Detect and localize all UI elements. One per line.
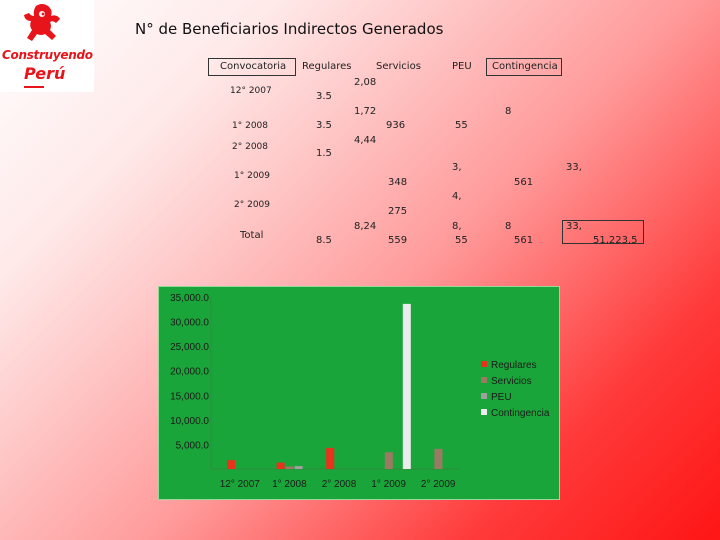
cell-servicios: 8,24 <box>354 221 377 232</box>
cell-regulares: 8.5 <box>316 235 332 246</box>
row-label: 12° 2007 <box>230 86 272 96</box>
y-tick-label: 20,000.0 <box>170 367 209 378</box>
bar-servicios <box>434 448 443 469</box>
cell-servicios: 348 <box>388 177 408 188</box>
legend-swatch <box>481 377 487 383</box>
cell-regulares: 3.5 <box>316 91 332 102</box>
cell-peu: 4, <box>452 191 462 202</box>
cell-peu: 55 <box>455 120 468 131</box>
bar-peu <box>294 466 303 469</box>
y-tick-label: 10,000.0 <box>170 416 209 427</box>
logo: Construyendo Perú <box>0 0 94 92</box>
cell-servicios: 4,44 <box>354 135 377 146</box>
header-cell-convocatoria <box>208 58 296 76</box>
cell-servicios: 2,08 <box>354 77 377 88</box>
logo-text-construyendo: Construyendo <box>2 48 93 62</box>
row-label-total: Total <box>240 230 264 241</box>
y-tick-label: 35,000.0 <box>170 293 209 304</box>
x-tick-label: 12° 2007 <box>220 479 261 490</box>
bar-contingencia <box>402 303 411 469</box>
bar-servicios <box>285 466 294 469</box>
header-cell-contingencia <box>486 58 562 76</box>
y-tick-label: 30,000.0 <box>170 318 209 329</box>
legend-swatch <box>481 409 487 415</box>
row-label: 2° 2008 <box>232 142 268 152</box>
logo-text-peru: Perú <box>24 64 66 83</box>
cell-servicios-cont: 936 <box>386 120 406 131</box>
header-contingencia: Contingencia <box>492 61 558 72</box>
cell-contingencia: 8 <box>505 106 512 117</box>
legend-swatch <box>481 393 487 399</box>
legend-label: Contingencia <box>491 408 550 419</box>
bar-regulares <box>326 447 335 469</box>
total-cell <box>562 220 644 244</box>
logo-underline <box>24 86 44 88</box>
cell-servicios: 275 <box>388 206 408 217</box>
legend-swatch <box>481 361 487 367</box>
bar-chart-svg: 35,000.0 30,000.0 25,000.0 20,000.0 15,000.0… <box>170 293 550 490</box>
y-tick-label: 25,000.0 <box>170 342 209 353</box>
y-tick-label: 15,000.0 <box>170 391 209 402</box>
cell-extra: 33, <box>566 221 582 232</box>
bar-chart: 35,000.0 30,000.0 25,000.0 20,000.0 15,000.0… <box>158 286 560 500</box>
page-title: N° de Beneficiarios Indirectos Generados <box>135 20 444 38</box>
y-tick-label: 5,000.0 <box>176 440 210 451</box>
header-regulares: Regulares <box>302 61 352 72</box>
row-label: 2° 2009 <box>234 200 270 210</box>
header-servicios: Servicios <box>376 61 421 72</box>
bar-regulares <box>276 462 285 469</box>
x-tick-label: 1° 2009 <box>371 479 406 490</box>
legend-label: Regulares <box>491 360 537 371</box>
row-label: 1° 2008 <box>232 121 268 131</box>
header-peu: PEU <box>452 61 472 72</box>
cell-extra: 33, <box>566 162 582 173</box>
header-convocatoria: Convocatoria <box>220 61 287 72</box>
legend-label: PEU <box>491 392 512 403</box>
bar-servicios <box>384 452 393 469</box>
cell-regulares: 1.5 <box>316 148 332 159</box>
cell-servicios-cont: 559 <box>388 235 408 246</box>
cell-peu-cont: 55 <box>455 235 468 246</box>
bar-regulares <box>227 460 235 469</box>
cell-servicios: 1,72 <box>354 106 377 117</box>
cell-regulares: 3.5 <box>316 120 332 131</box>
x-tick-label: 2° 2008 <box>322 479 357 490</box>
x-tick-label: 2° 2009 <box>421 479 456 490</box>
cell-peu: 3, <box>452 162 462 173</box>
cell-total: 51,223.5 <box>593 235 638 246</box>
cell-contingencia: 8 <box>505 221 512 232</box>
cell-contingencia: 561 <box>514 177 534 188</box>
logo-figure-icon <box>24 4 60 41</box>
x-tick-label: 1° 2008 <box>272 479 307 490</box>
cell-contingencia-cont: 561 <box>514 235 534 246</box>
cell-peu: 8, <box>452 221 462 232</box>
row-label: 1° 2009 <box>234 171 270 181</box>
legend-label: Servicios <box>491 376 532 387</box>
